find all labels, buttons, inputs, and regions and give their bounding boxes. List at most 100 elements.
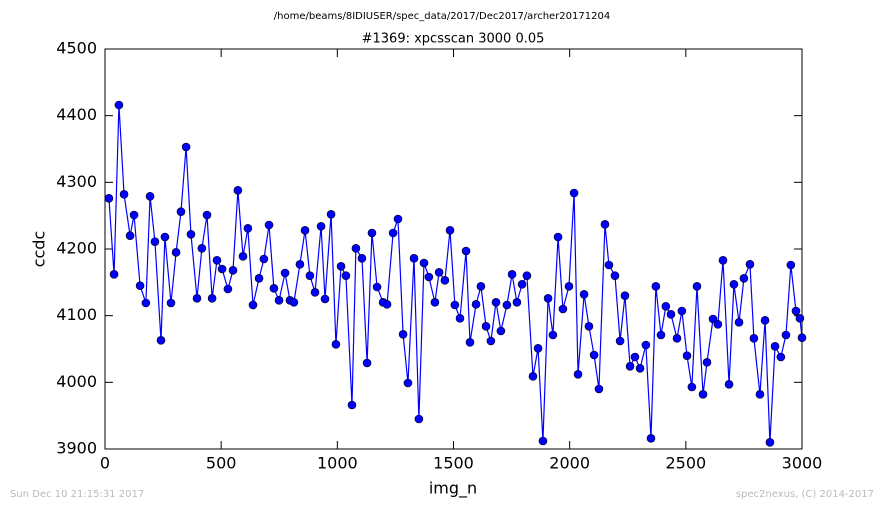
data-point <box>465 338 475 347</box>
data-point <box>181 142 191 152</box>
data-point <box>141 298 151 308</box>
data-point <box>760 316 770 325</box>
data-point <box>672 334 682 343</box>
data-point <box>320 294 330 304</box>
data-point <box>610 271 620 280</box>
data-point <box>641 340 651 350</box>
data-point <box>119 190 129 199</box>
data-point <box>471 300 481 309</box>
data-point <box>254 274 264 283</box>
data-point <box>579 290 589 299</box>
y-tick-label: 3900 <box>56 439 97 458</box>
y-tick-label: 4100 <box>56 305 97 324</box>
data-point <box>362 358 372 368</box>
data-point <box>666 310 676 319</box>
y-tick-label: 4200 <box>56 239 97 258</box>
data-point <box>259 254 269 264</box>
data-point <box>461 246 471 256</box>
data-point <box>156 336 166 345</box>
data-point <box>274 296 284 305</box>
data-point <box>698 390 708 399</box>
data-point <box>528 372 538 381</box>
data-point <box>656 330 666 340</box>
data-point <box>594 384 604 394</box>
data-point <box>409 254 419 263</box>
data-point <box>305 271 315 280</box>
data-point <box>434 268 444 277</box>
data-point <box>476 282 486 291</box>
data-point <box>388 228 398 238</box>
data-point <box>223 284 233 294</box>
data-point <box>326 210 336 219</box>
data-point <box>171 248 181 257</box>
x-tick-label: 1000 <box>317 454 358 473</box>
data-point <box>176 207 186 216</box>
data-point <box>145 192 155 201</box>
data-point <box>150 237 160 246</box>
data-line <box>108 104 803 443</box>
data-point <box>724 380 734 389</box>
data-point <box>543 294 553 303</box>
data-point <box>687 382 697 392</box>
data-point <box>455 314 465 323</box>
x-tick-label: 1500 <box>433 454 474 473</box>
data-point <box>445 226 455 235</box>
data-point <box>548 330 558 340</box>
data-point <box>584 322 594 331</box>
data-point <box>615 336 625 346</box>
data-point <box>331 340 341 349</box>
data-point <box>682 351 692 360</box>
data-point <box>414 414 424 424</box>
data-point <box>217 264 227 274</box>
data-point <box>729 280 739 289</box>
data-point <box>765 438 775 447</box>
data-point <box>430 298 440 307</box>
x-tick-label: 0 <box>100 454 110 473</box>
data-point <box>440 276 450 285</box>
data-point <box>713 320 723 329</box>
y-axis-label: ccdc <box>30 231 49 268</box>
data-point <box>280 268 290 278</box>
data-point <box>569 188 579 198</box>
data-point <box>114 100 124 110</box>
data-point <box>295 260 305 269</box>
data-point <box>393 214 403 224</box>
data-point <box>553 232 563 242</box>
data-point <box>403 378 413 388</box>
data-point <box>564 282 574 291</box>
data-point <box>166 298 176 308</box>
data-point <box>651 282 661 291</box>
data-point <box>635 364 645 373</box>
data-point <box>135 281 145 290</box>
data-point <box>702 358 712 367</box>
data-point <box>791 306 801 316</box>
x-tick-label: 2000 <box>549 454 590 473</box>
data-point <box>781 330 791 340</box>
data-point <box>212 256 222 265</box>
data-point <box>160 232 170 242</box>
data-point <box>491 298 501 307</box>
data-point <box>646 434 656 443</box>
data-point <box>749 334 759 343</box>
data-point <box>692 282 702 291</box>
data-point <box>512 298 522 307</box>
data-point <box>795 314 805 323</box>
x-tick-label: 3000 <box>782 454 823 473</box>
data-point <box>357 254 367 263</box>
data-point <box>718 256 728 265</box>
data-point <box>677 306 687 316</box>
data-point <box>300 226 310 235</box>
data-point <box>207 294 217 303</box>
y-tick-label: 4300 <box>56 172 97 191</box>
data-point <box>125 231 135 240</box>
data-point <box>770 342 780 351</box>
x-tick-label: 2500 <box>665 454 706 473</box>
y-tick-label: 4500 <box>56 39 97 58</box>
data-point <box>517 280 527 289</box>
data-point <box>186 230 196 239</box>
chart-title: #1369: xpcsscan 3000 0.05 <box>362 32 545 47</box>
data-point <box>558 304 568 314</box>
data-point <box>104 194 114 203</box>
data-point <box>755 390 765 399</box>
data-point <box>786 260 796 270</box>
